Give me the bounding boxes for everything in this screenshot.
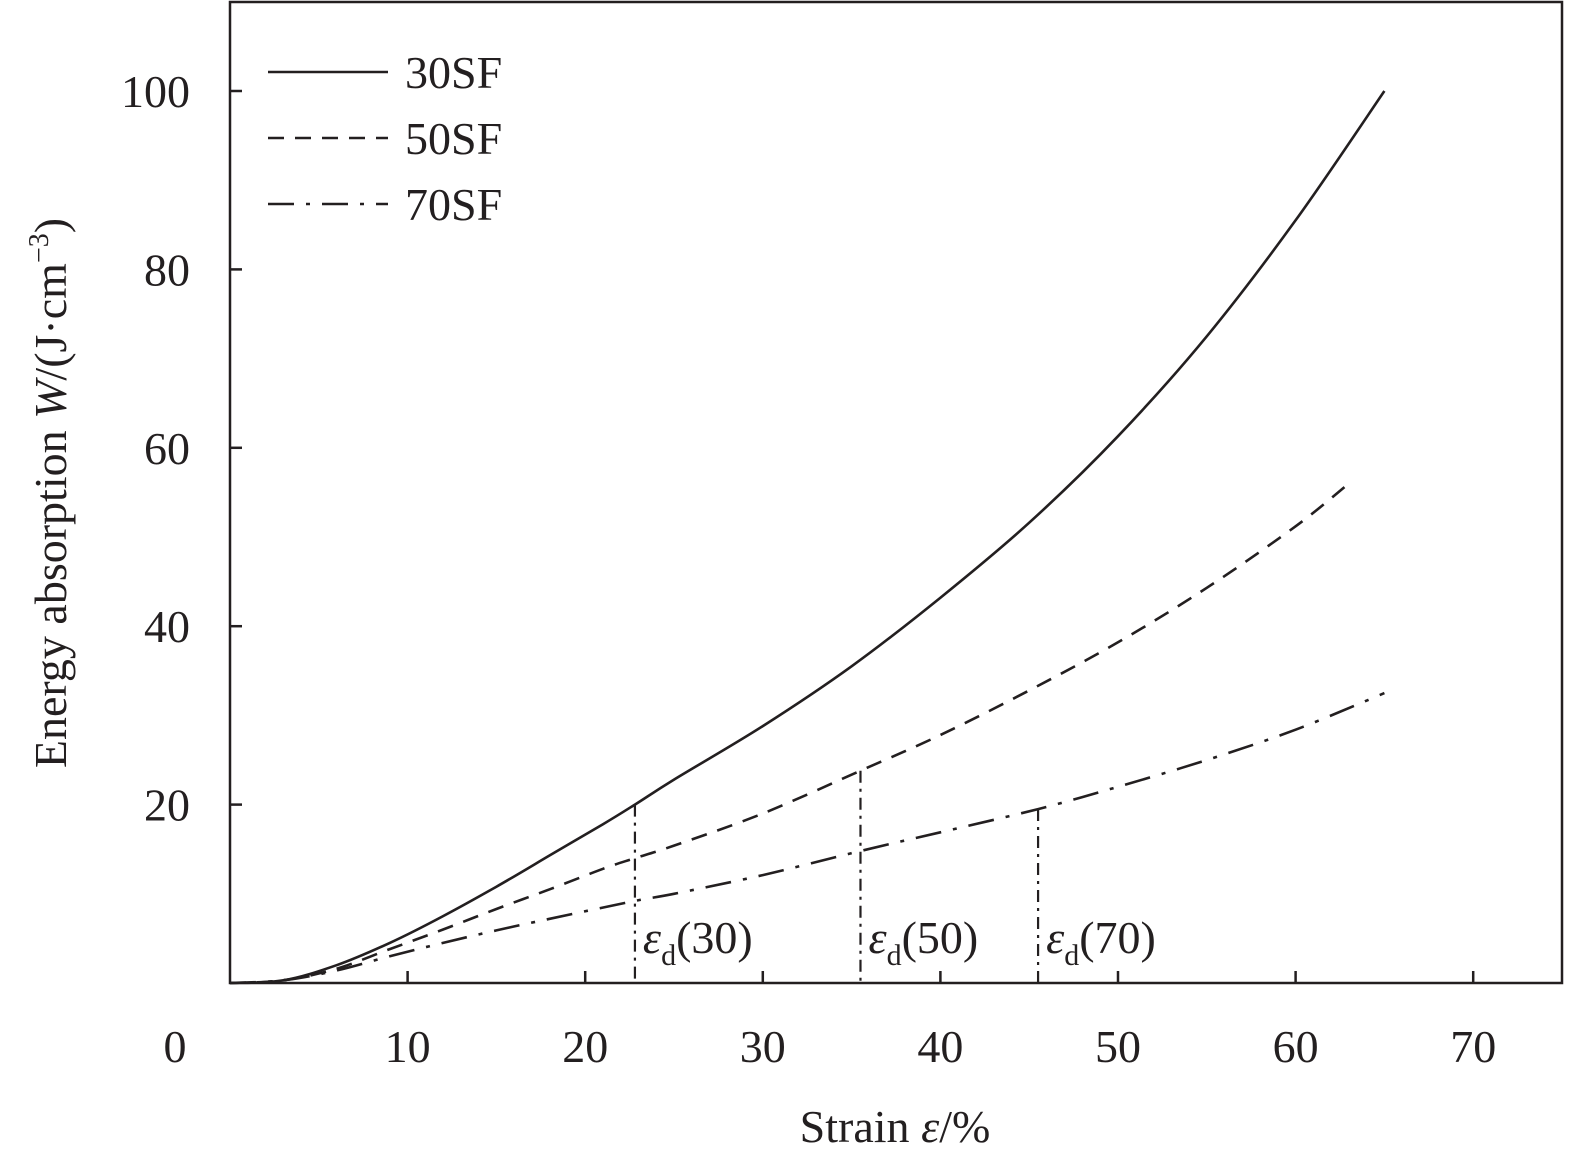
legend-label-70sf: 70SF	[405, 179, 502, 230]
series-line-30sf	[229, 90, 1386, 985]
x-tick-label: 70	[1450, 1021, 1496, 1072]
legend: 30SF 50SF 70SF	[268, 47, 502, 230]
strain-markers: εd(30) εd(50) εd(70)	[633, 770, 1156, 983]
y-axis-title-exponent: −3	[24, 233, 55, 263]
strain-marker-label: εd(30)	[643, 912, 753, 972]
y-tick-label: 80	[144, 244, 190, 295]
series-line-70sf	[229, 691, 1385, 985]
x-tick-label: 30	[740, 1021, 786, 1072]
y-tick-label: 20	[144, 780, 190, 831]
plot-frame	[228, 0, 1564, 985]
series-line-50sf	[229, 482, 1350, 985]
y-tick-label: 100	[121, 66, 190, 117]
series-layer	[229, 90, 1386, 985]
origin-tick-label: 0	[164, 1021, 187, 1072]
x-tick-label: 40	[917, 1021, 963, 1072]
strain-marker-label: εd(70)	[1046, 912, 1156, 972]
x-axis-title-unit: /%	[939, 1101, 990, 1152]
x-axis-title: Strain ε/%	[800, 1101, 991, 1152]
y-axis-title: Energy absorption W/(J·cm−3)	[24, 218, 76, 768]
y-tick-label: 40	[144, 601, 190, 652]
x-tick-label: 60	[1273, 1021, 1319, 1072]
strain-marker-label: εd(50)	[868, 912, 978, 972]
tick-marks	[230, 89, 1475, 983]
y-axis-title-close: )	[25, 218, 76, 233]
legend-label-50sf: 50SF	[405, 113, 502, 164]
x-tick-label: 10	[385, 1021, 431, 1072]
tick-labels: 10 20 30 40 50 60 70 20 40 60 80 100	[121, 66, 1496, 1072]
y-axis-title-symbol: W	[25, 377, 76, 419]
x-tick-label: 50	[1095, 1021, 1141, 1072]
y-axis-title-text: Energy absorption	[25, 419, 76, 768]
x-axis-title-text: Strain	[800, 1101, 921, 1152]
y-tick-label: 60	[144, 423, 190, 474]
x-axis-title-symbol: ε	[921, 1101, 940, 1152]
y-axis-title-unit: /(J·cm	[25, 263, 76, 381]
x-tick-label: 20	[562, 1021, 608, 1072]
legend-label-30sf: 30SF	[405, 47, 502, 98]
